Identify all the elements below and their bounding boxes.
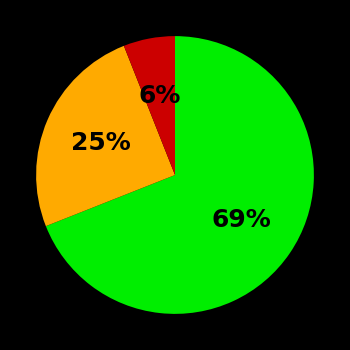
- Wedge shape: [36, 46, 175, 226]
- Text: 25%: 25%: [71, 131, 131, 155]
- Text: 69%: 69%: [212, 208, 272, 232]
- Wedge shape: [124, 36, 175, 175]
- Wedge shape: [46, 36, 314, 314]
- Text: 6%: 6%: [139, 84, 181, 108]
